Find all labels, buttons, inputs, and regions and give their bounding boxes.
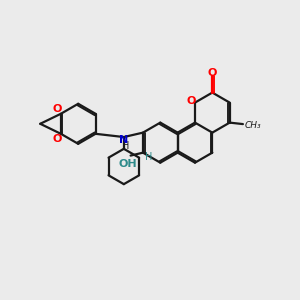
Text: O: O (52, 134, 62, 143)
Text: H: H (145, 152, 152, 162)
Text: O: O (208, 68, 217, 78)
Text: CH₃: CH₃ (244, 121, 261, 130)
Text: OH: OH (119, 159, 138, 169)
Text: O: O (187, 96, 196, 106)
Text: O: O (52, 104, 62, 114)
Text: H: H (122, 142, 129, 152)
Text: N: N (119, 135, 128, 145)
